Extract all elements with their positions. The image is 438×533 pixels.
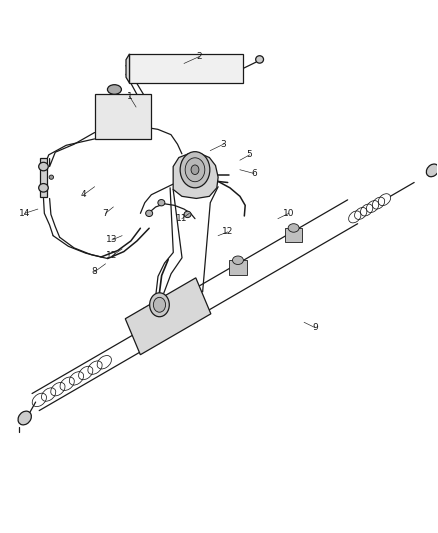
Ellipse shape (180, 152, 210, 188)
Polygon shape (95, 94, 151, 139)
Ellipse shape (184, 211, 191, 217)
Polygon shape (229, 260, 247, 274)
Ellipse shape (49, 175, 53, 179)
Text: 6: 6 (251, 169, 257, 178)
Text: 1: 1 (127, 92, 132, 101)
Text: 12: 12 (222, 228, 233, 237)
Ellipse shape (256, 56, 264, 63)
Ellipse shape (39, 183, 48, 192)
Text: 14: 14 (19, 209, 30, 218)
Text: 12: 12 (106, 252, 118, 260)
Ellipse shape (288, 224, 299, 232)
Text: 9: 9 (312, 323, 318, 332)
Text: 13: 13 (106, 236, 118, 245)
Ellipse shape (233, 256, 244, 264)
Text: 5: 5 (247, 150, 252, 159)
Text: 10: 10 (283, 209, 295, 218)
Ellipse shape (191, 165, 199, 174)
Polygon shape (126, 54, 130, 83)
Text: 4: 4 (81, 190, 86, 199)
Polygon shape (130, 54, 243, 83)
Ellipse shape (18, 411, 32, 425)
Text: 11: 11 (176, 214, 187, 223)
Ellipse shape (158, 199, 165, 206)
Text: 2: 2 (197, 52, 202, 61)
Text: 7: 7 (102, 209, 108, 218)
Polygon shape (125, 278, 211, 355)
Polygon shape (285, 228, 302, 243)
Text: 8: 8 (92, 268, 97, 276)
Ellipse shape (146, 210, 152, 216)
Polygon shape (40, 158, 47, 197)
Ellipse shape (426, 164, 438, 177)
Ellipse shape (150, 293, 170, 317)
Ellipse shape (153, 297, 166, 312)
Polygon shape (173, 154, 218, 198)
Ellipse shape (107, 85, 121, 94)
Text: 3: 3 (220, 140, 226, 149)
Ellipse shape (39, 163, 48, 171)
Ellipse shape (185, 158, 205, 182)
